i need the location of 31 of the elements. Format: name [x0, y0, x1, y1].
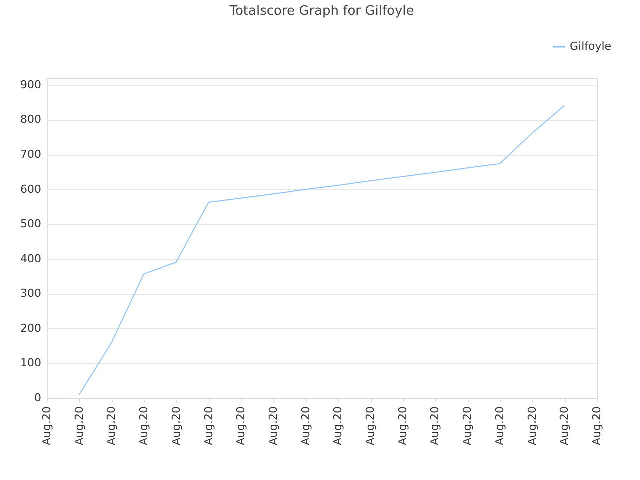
y-tick-label: 0	[34, 392, 42, 404]
x-tick-label: Aug.20	[428, 406, 442, 446]
x-tick-label: Aug.20	[299, 406, 312, 446]
y-tick-label: 900	[20, 78, 42, 92]
y-tick-label: 200	[20, 322, 42, 335]
y-tick-label: 500	[20, 218, 42, 231]
y-tick-label: 400	[20, 252, 42, 266]
x-tick-label: Aug.20	[170, 406, 183, 446]
x-tick-label: Aug.20	[234, 406, 248, 446]
x-tick-label: Aug.20	[364, 406, 378, 446]
chart-title: Totalscore Graph for Gilfoyle	[228, 4, 414, 19]
line-series	[78, 105, 566, 396]
y-tick-label: 300	[20, 287, 42, 300]
x-tick-label: Aug.20	[590, 406, 604, 446]
x-tick-label: Aug.20	[105, 406, 118, 446]
x-tick-label: Aug.20	[40, 406, 54, 446]
y-tick-label: 800	[20, 113, 42, 126]
y-tick-label: 600	[20, 182, 42, 196]
x-tick-label: Aug.20	[332, 406, 345, 446]
x-tick-label: Aug.20	[138, 406, 151, 446]
x-tick-label: Aug.20	[72, 406, 86, 446]
x-tick-label: Aug.20	[526, 406, 539, 446]
x-tick-label: Aug.20	[493, 406, 506, 446]
x-tick-label: Aug.20	[396, 406, 410, 446]
y-tick-label: 700	[20, 148, 42, 162]
x-tick-label: Aug.20	[266, 406, 280, 446]
legend-label: Gilfoyle	[570, 40, 612, 53]
y-tick-label: 100	[20, 356, 42, 370]
x-tick-label: Aug.20	[202, 406, 216, 446]
x-tick-label: Aug.20	[461, 406, 474, 446]
x-tick-label: Aug.20	[558, 406, 572, 446]
